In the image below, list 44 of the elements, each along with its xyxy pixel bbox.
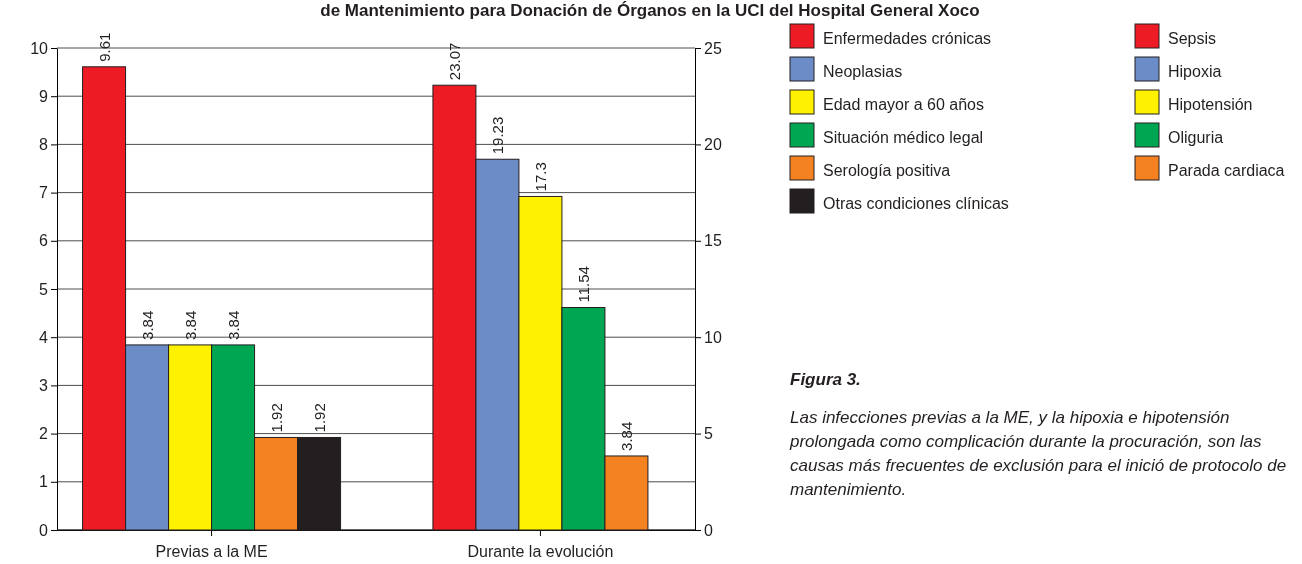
text: Figura 3.	[790, 369, 862, 391]
legend-label: Hipotensión	[1168, 96, 1253, 113]
data-label: 1.92	[268, 403, 286, 433]
x-tick-label: Durante la evolución	[467, 542, 614, 560]
y-tick-label: 7	[39, 184, 49, 202]
legend-label: Situación médico legal	[823, 129, 984, 146]
y2-tick-label: 0	[704, 521, 713, 539]
legend-label: Serología positiva	[823, 162, 951, 179]
y2-tick-label: 10	[704, 328, 722, 346]
y-tick-label: 0	[39, 521, 49, 539]
y-tick-label: 4	[39, 328, 49, 346]
data-label: 23.07	[446, 42, 464, 81]
y2-tick-label: 25	[704, 39, 722, 57]
y-tick-label: 2	[39, 425, 49, 443]
data-label: 17.3	[532, 162, 550, 192]
y-tick-label: 6	[39, 232, 49, 250]
y-tick-label: 5	[39, 280, 49, 298]
y2-tick-label: 20	[704, 136, 722, 154]
data-label: 3.84	[225, 310, 243, 340]
y-tick-label: 8	[39, 136, 49, 154]
data-label: 3.84	[618, 421, 636, 451]
legend-label: Edad mayor a 60 años	[823, 96, 984, 113]
y-tick-label: 3	[39, 377, 49, 395]
legend-label: Hipoxia	[1168, 63, 1222, 80]
data-label: 1.92	[311, 403, 329, 433]
y-tick-label: 10	[30, 39, 49, 57]
chart-title: de Mantenimiento para Donación de Órganos en la UCI del Hospital General Xoco	[320, 1, 980, 20]
legend-label: Neoplasias	[823, 63, 903, 80]
data-label: 3.84	[182, 310, 200, 340]
text: Las infecciones previas a la ME, y la hipoxia e hipotensión prolongada como complicación durante la procuración, son las causas más frecuentes de exclusión para el inició de protocolo de mantenimiento.	[790, 407, 1288, 501]
data-label: 3.84	[139, 310, 157, 340]
data-label: 9.61	[96, 32, 114, 62]
legend-label: Otras condiciones clínicas	[823, 195, 1009, 212]
data-label: 11.54	[575, 266, 593, 303]
x-tick-label: Previas a la ME	[155, 542, 268, 560]
legend-label: Enfermedades crónicas	[823, 30, 992, 47]
y2-tick-label: 15	[704, 232, 722, 250]
data-label: 19.23	[489, 116, 507, 155]
y-tick-label: 9	[39, 87, 49, 105]
legend-label: Parada cardiaca	[1168, 162, 1285, 179]
y-tick-label: 1	[39, 473, 49, 491]
legend-label: Oliguria	[1168, 129, 1224, 146]
legend-label: Sepsis	[1168, 30, 1217, 47]
y2-tick-label: 5	[704, 425, 713, 443]
